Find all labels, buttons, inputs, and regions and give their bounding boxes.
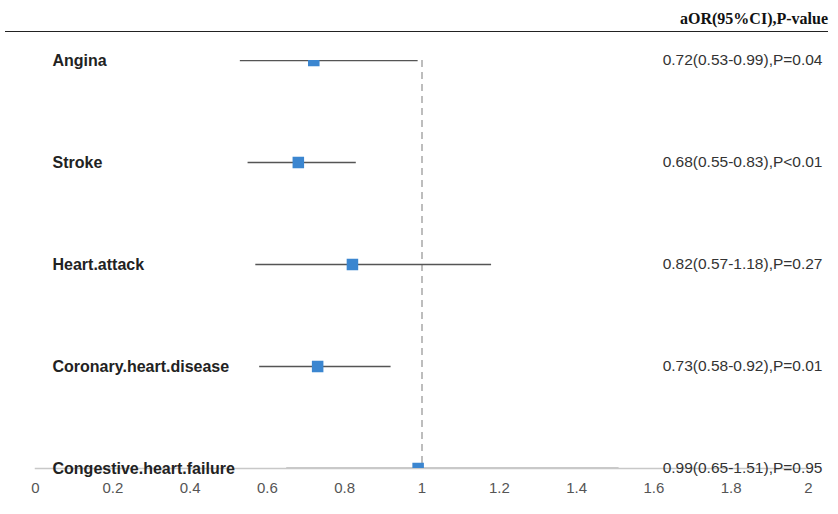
- svg-text:Stroke: Stroke: [53, 154, 103, 171]
- svg-text:0.4: 0.4: [180, 479, 201, 496]
- svg-text:0.68(0.55-0.83),P<0.01: 0.68(0.55-0.83),P<0.01: [663, 153, 823, 170]
- svg-text:0.99(0.65-1.51),P=0.95: 0.99(0.65-1.51),P=0.95: [663, 459, 823, 476]
- svg-text:Coronary.heart.disease: Coronary.heart.disease: [53, 358, 230, 375]
- html-text:aOR(95%CI),P-value: aOR(95%CI),P-value: [680, 10, 828, 27]
- svg-text:0.2: 0.2: [102, 479, 123, 496]
- svg-text:1.2: 1.2: [489, 479, 510, 496]
- svg-text:0.72(0.53-0.99),P=0.04: 0.72(0.53-0.99),P=0.04: [663, 51, 823, 68]
- svg-text:Congestive.heart.failure: Congestive.heart.failure: [53, 460, 235, 477]
- svg-text:0.6: 0.6: [257, 479, 278, 496]
- svg-text:1: 1: [418, 479, 426, 496]
- svg-text:0: 0: [31, 479, 39, 496]
- svg-text:Heart.attack: Heart.attack: [53, 256, 145, 273]
- svg-text:Angina: Angina: [53, 52, 107, 69]
- svg-text:0.73(0.58-0.92),P=0.01: 0.73(0.58-0.92),P=0.01: [663, 357, 823, 374]
- svg-text:1.6: 1.6: [643, 479, 664, 496]
- svg-text:1.4: 1.4: [566, 479, 587, 496]
- svg-text:0.8: 0.8: [334, 479, 355, 496]
- svg-text:2: 2: [804, 479, 812, 496]
- svg-text:1.8: 1.8: [721, 479, 742, 496]
- svg-text:0.82(0.57-1.18),P=0.27: 0.82(0.57-1.18),P=0.27: [663, 255, 823, 272]
